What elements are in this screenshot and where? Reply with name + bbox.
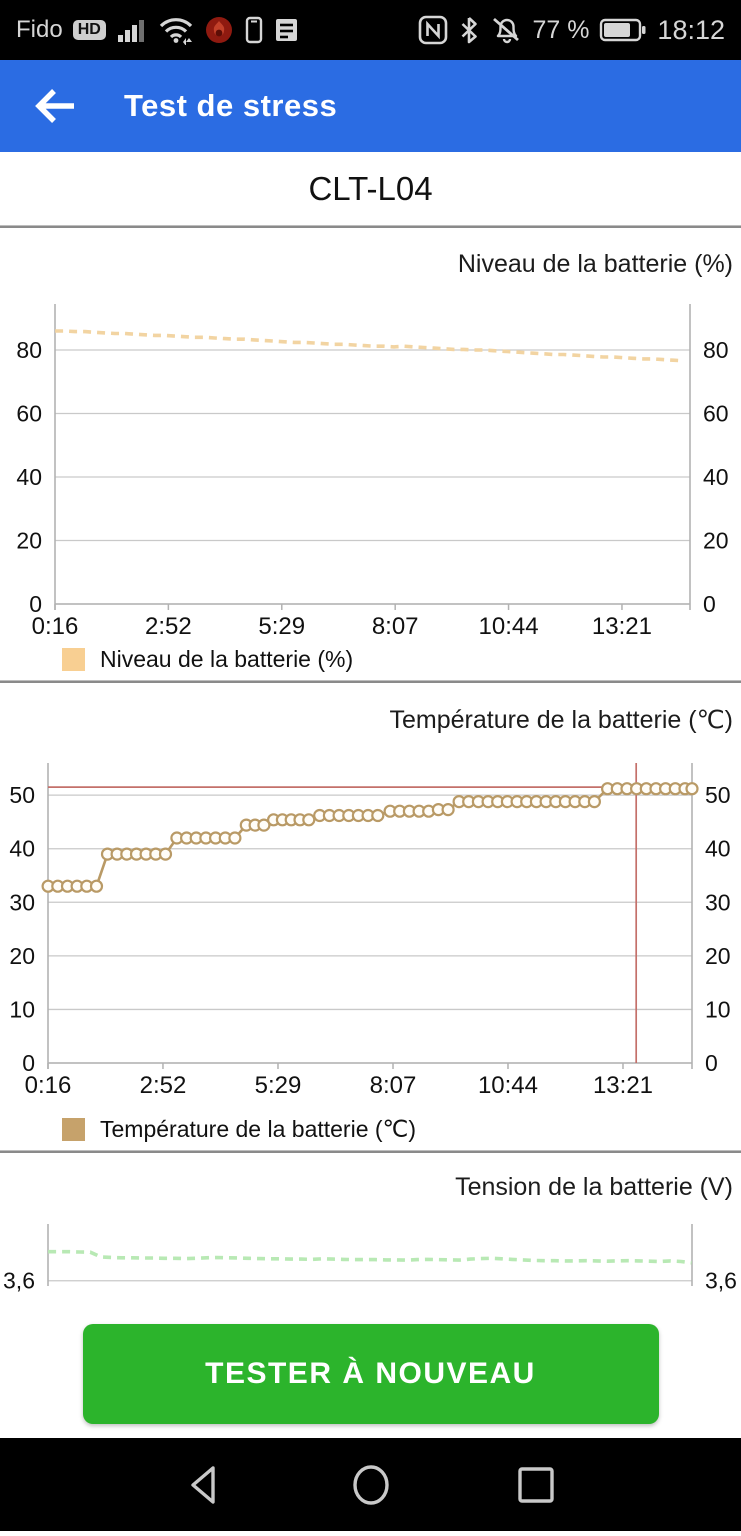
app-bar: Test de stress: [0, 60, 741, 152]
svg-text:40: 40: [9, 836, 35, 862]
svg-text:30: 30: [9, 889, 35, 915]
svg-text:0:16: 0:16: [32, 613, 79, 638]
status-bar-right: 77 % 18:12: [418, 15, 725, 46]
battery-level-chart-title: Niveau de la batterie (%): [457, 250, 733, 278]
svg-text:10: 10: [9, 996, 35, 1022]
nav-back-button[interactable]: [180, 1459, 232, 1511]
svg-text:2:52: 2:52: [145, 613, 192, 638]
battery-temperature-chart-title: Température de la batterie (℃): [389, 706, 733, 734]
svg-text:10:44: 10:44: [479, 613, 539, 638]
battery-temperature-legend: Température de la batterie (℃): [0, 1108, 741, 1150]
svg-text:40: 40: [16, 464, 42, 490]
nav-recents-button[interactable]: [510, 1459, 562, 1511]
svg-text:5:29: 5:29: [255, 1072, 302, 1099]
hd-badge: HD: [72, 20, 106, 40]
legend-swatch: [62, 647, 85, 671]
svg-text:20: 20: [703, 528, 729, 554]
legend-label: Niveau de la batterie (%): [100, 645, 354, 672]
device-model-label: CLT-L04: [308, 169, 433, 207]
nav-recents-icon: [517, 1466, 554, 1503]
back-arrow-icon: [35, 89, 74, 123]
svg-text:30: 30: [705, 889, 731, 915]
mute-bell-icon: [493, 17, 520, 44]
svg-text:40: 40: [703, 464, 729, 490]
nav-back-icon: [190, 1465, 215, 1504]
svg-text:60: 60: [16, 401, 42, 427]
svg-text:0: 0: [705, 1050, 718, 1076]
nav-home-icon: [352, 1464, 389, 1505]
status-bar-left: Fido HD: [16, 15, 300, 45]
section-divider: [0, 225, 741, 228]
battery-level-chart: 0 0 20 20 40 40 60 60 80 80 0:16 2:52 5:29 8:07 10:44 1…: [16, 304, 729, 638]
app-notification-icon: [205, 17, 232, 43]
wifi-icon: [159, 18, 192, 45]
svg-text:10: 10: [705, 996, 731, 1022]
svg-text:50: 50: [705, 782, 731, 808]
svg-text:20: 20: [705, 943, 731, 969]
sim-toolkit-icon: [275, 19, 297, 41]
nav-home-button[interactable]: [345, 1459, 397, 1511]
svg-text:5:29: 5:29: [258, 613, 305, 638]
svg-text:0: 0: [22, 1050, 35, 1076]
battery-temperature-section: Température de la batterie (℃) 0 0 10 10 20 2…: [0, 683, 741, 1150]
svg-text:0: 0: [29, 591, 42, 617]
page-title: Test de stress: [124, 88, 338, 123]
clock-label: 18:12: [657, 14, 725, 45]
battery-voltage-chart: 3,6 3,6: [3, 1224, 737, 1294]
svg-text:60: 60: [703, 401, 729, 427]
retest-button[interactable]: TESTER À NOUVEAU: [82, 1324, 659, 1424]
svg-text:8:07: 8:07: [372, 613, 419, 638]
phone-status-icon: [245, 16, 262, 44]
section-divider: [0, 680, 741, 683]
svg-text:20: 20: [16, 528, 42, 554]
svg-text:20: 20: [9, 943, 35, 969]
back-button[interactable]: [28, 81, 84, 131]
battery-percent-label: 77 %: [532, 15, 590, 44]
battery-icon: [600, 18, 646, 42]
battery-level-section: Niveau de la batterie (%) 0 0 20 20 40 40 60 60…: [0, 228, 741, 680]
svg-text:0:16: 0:16: [25, 1072, 72, 1099]
svg-text:80: 80: [703, 337, 729, 363]
bluetooth-icon: [462, 17, 478, 44]
svg-text:0: 0: [703, 591, 716, 617]
battery-level-legend: Niveau de la batterie (%): [0, 638, 741, 680]
svg-text:13:21: 13:21: [593, 1072, 653, 1099]
status-bar: Fido HD: [0, 0, 741, 60]
battery-voltage-section: Tension de la batterie (V) 3,6 3,6: [0, 1153, 741, 1302]
legend-label: Température de la batterie (℃): [100, 1115, 417, 1142]
svg-text:80: 80: [16, 337, 42, 363]
nfc-icon: [419, 15, 448, 45]
svg-text:50: 50: [9, 782, 35, 808]
svg-text:2:52: 2:52: [140, 1072, 187, 1099]
svg-text:40: 40: [705, 836, 731, 862]
svg-text:3,6: 3,6: [705, 1268, 737, 1294]
battery-voltage-chart-title: Tension de la batterie (V): [455, 1173, 733, 1201]
android-nav-bar: [0, 1438, 741, 1531]
svg-text:8:07: 8:07: [370, 1072, 417, 1099]
section-divider: [0, 1150, 741, 1153]
carrier-label: Fido: [16, 16, 63, 43]
signal-strength-icon: [117, 20, 144, 42]
button-row: TESTER À NOUVEAU: [0, 1302, 741, 1438]
svg-text:10:44: 10:44: [478, 1072, 538, 1099]
legend-swatch: [62, 1117, 85, 1141]
battery-temperature-chart: 0 0 10 10 20 20 30 30 40 40 50 50 0:16 2:52 5:29 8:07 10…: [9, 763, 731, 1099]
svg-text:3,6: 3,6: [3, 1268, 35, 1294]
svg-text:13:21: 13:21: [592, 613, 652, 638]
